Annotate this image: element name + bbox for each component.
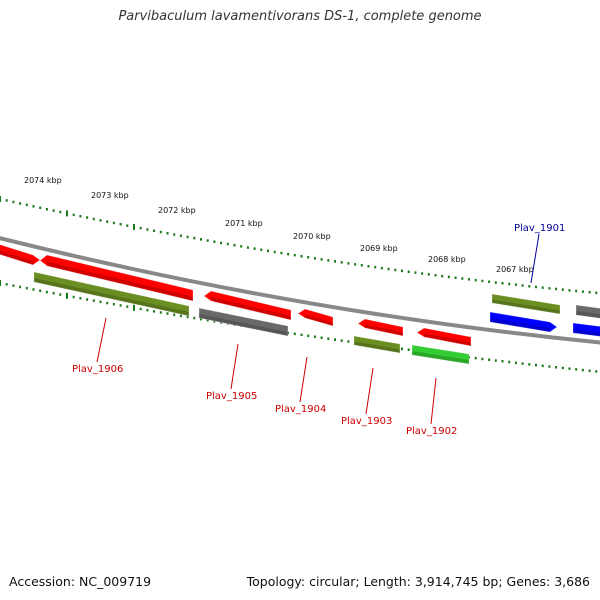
gene-arrow-outline [353,335,401,354]
gene-arrow-shade [412,351,469,364]
gene-arrow [354,336,400,353]
leader-line [96,317,107,363]
gene-label-plav-1905: Plav_1905 [206,391,257,402]
gene-arrow-shade [211,297,291,320]
gene-feature[interactable] [198,307,289,337]
gene-feature[interactable] [411,344,470,365]
gene-arrow-shade [354,341,400,353]
gene-arrow [573,323,600,337]
gene-arrow-shade [199,314,288,336]
gene-arrow-outline [575,304,600,319]
genome-summary-text: Topology: circular; Length: 3,914,745 bp… [246,574,590,589]
outer-tick-track [0,196,598,295]
gene-arrow-shade [365,324,403,336]
gene-arrow [576,305,600,319]
gene-arrow [34,272,189,316]
gene-arrow [412,345,469,364]
gene-feature[interactable] [353,335,401,354]
gene-arrow-shade [47,261,193,301]
gene-arrow-outline [297,308,334,327]
gene-arrow-outline [198,307,289,337]
gene-arrow-outline [203,290,292,321]
gene-arrow-outline [572,322,600,337]
gene-arrow-outline [416,327,472,347]
gene-arrow-shade [573,329,600,337]
gene-label-plav-1904: Plav_1904 [275,404,326,415]
gene-feature[interactable] [0,243,41,266]
leader-line [365,367,374,415]
gene-feature[interactable] [489,311,558,333]
gene-feature[interactable] [416,327,472,347]
gene-feature[interactable] [33,271,190,317]
leader-line [299,356,308,403]
gene-arrow [417,328,471,346]
gene-label-group: Plav_1906 Plav_1905 Plav_1904 Plav_1903 … [72,223,565,437]
gene-arrow-outline [33,271,190,317]
gene-arrow [204,291,291,320]
leader-line [530,233,540,284]
gene-arrow-shade [34,278,189,316]
tick-label: 2068 kbp [428,255,466,264]
tick-label-group: 2074 kbp 2073 kbp 2072 kbp 2071 kbp 2070… [24,176,534,274]
gene-arrow [40,255,193,301]
gene-label-plav-1902: Plav_1902 [406,426,457,437]
genome-backbone [0,236,600,345]
gene-feature[interactable] [357,318,404,337]
gene-arrow-shade [576,311,600,319]
accession-text: Accession: NC_009719 [9,574,152,589]
tick-label: 2073 kbp [91,191,129,200]
gene-arrow-shade [490,318,550,332]
tick-label: 2067 kbp [496,265,534,274]
leader-line [430,377,437,425]
gene-track [0,243,600,365]
gene-arrow-shade [424,333,471,346]
tick-label: 2069 kbp [360,244,398,253]
gene-feature[interactable] [39,254,194,302]
tick-label: 2071 kbp [225,219,263,228]
gene-feature[interactable] [297,308,334,327]
tick-label: 2074 kbp [24,176,62,185]
gene-label-plav-1901: Plav_1901 [514,223,565,234]
gene-arrow [492,294,560,314]
gene-label-leaders [96,233,540,425]
tick-label: 2070 kbp [293,232,331,241]
map-title: Parvibaculum lavamentivorans DS-1, compl… [118,9,482,24]
gene-arrow [298,309,333,326]
gene-arrow-shade [0,250,33,265]
gene-arrow-outline [0,244,41,266]
gene-feature[interactable] [203,290,292,321]
gene-arrow-outline [411,344,470,365]
gene-arrow [0,244,40,265]
gene-arrow-shade [305,314,333,326]
gene-arrow [358,319,403,336]
gene-feature[interactable] [491,293,561,315]
gene-feature[interactable] [575,304,600,319]
gene-arrow [199,308,288,336]
tick-label: 2072 kbp [158,206,196,215]
gene-arrow-shade [492,299,560,314]
gene-arrow-outline [489,311,558,333]
leader-line [230,343,239,390]
gene-arrow-outline [39,254,194,302]
gene-arrow-outline [357,318,404,337]
gene-label-plav-1906: Plav_1906 [72,364,123,375]
gene-arrow-outline [491,293,561,315]
gene-label-plav-1903: Plav_1903 [341,416,392,427]
gene-arrow [490,312,557,332]
gene-feature[interactable] [572,322,600,337]
